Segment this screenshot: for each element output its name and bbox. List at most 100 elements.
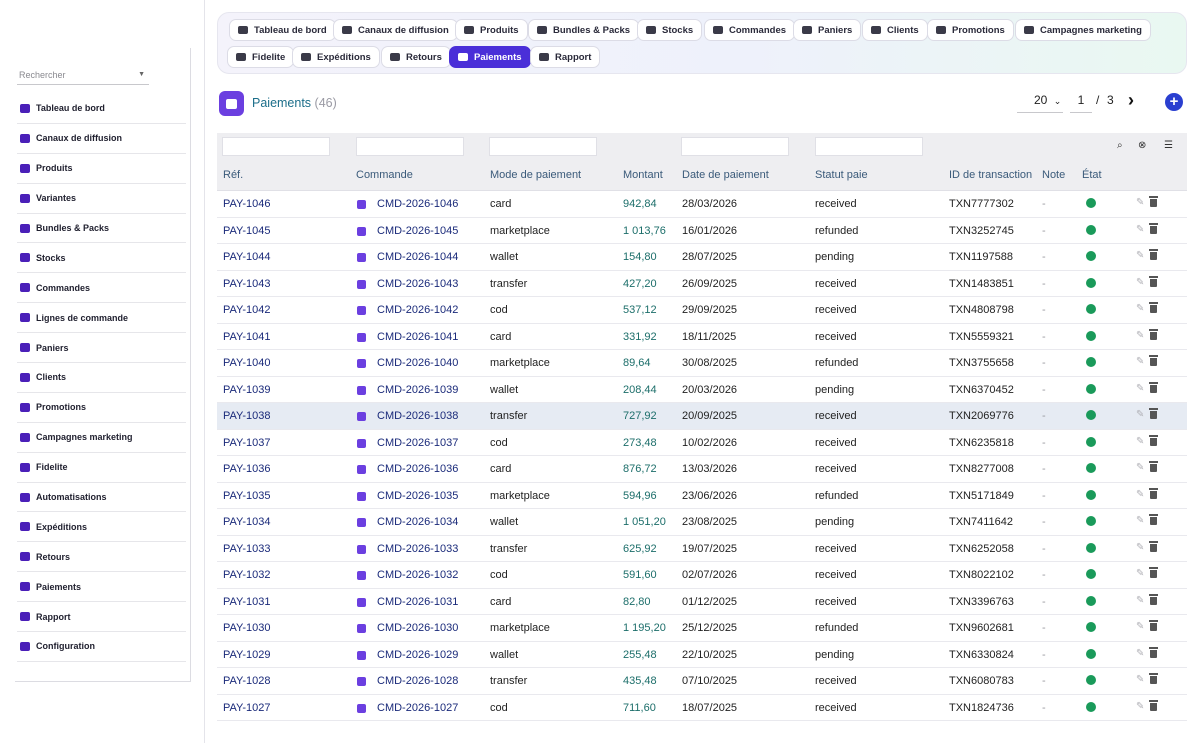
column-header[interactable]: Mode de paiement <box>490 169 582 181</box>
order-link[interactable]: CMD-2026-1028 <box>377 675 459 687</box>
delete-icon[interactable] <box>1149 487 1158 499</box>
delete-icon[interactable] <box>1149 408 1158 419</box>
payment-ref-link[interactable]: PAY-1031 <box>223 595 271 608</box>
column-header[interactable]: Commande <box>356 169 413 181</box>
payment-ref-link[interactable]: PAY-1028 <box>223 675 271 687</box>
tab-campagnes-marketing[interactable]: Campagnes marketing <box>1015 19 1151 41</box>
payment-ref-link[interactable]: PAY-1045 <box>223 224 271 237</box>
column-header[interactable]: Date de paiement <box>682 169 769 181</box>
sidebar-item-paniers[interactable]: Paniers <box>17 333 186 364</box>
table-row[interactable]: PAY-1032 CMD-2026-1032 cod 591,60 02/07/2026… <box>217 562 1187 589</box>
order-link[interactable]: CMD-2026-1041 <box>377 330 459 343</box>
tab-retours[interactable]: Retours <box>381 46 451 68</box>
delete-icon[interactable] <box>1149 302 1158 313</box>
tab-clients[interactable]: Clients <box>862 19 928 41</box>
payment-ref-link[interactable]: PAY-1040 <box>223 357 271 369</box>
tab-promotions[interactable]: Promotions <box>927 19 1014 41</box>
payment-ref-link[interactable]: PAY-1033 <box>223 542 271 555</box>
edit-icon[interactable]: ✎ <box>1136 276 1145 288</box>
edit-icon[interactable]: ✎ <box>1136 435 1145 447</box>
tab-fidelite[interactable]: Fidelite <box>227 46 295 68</box>
delete-icon[interactable] <box>1149 434 1158 446</box>
payment-ref-link[interactable]: PAY-1037 <box>223 436 271 449</box>
table-row[interactable]: PAY-1033 CMD-2026-1033 transfer 625,92 19/07… <box>217 536 1187 562</box>
edit-icon[interactable]: ✎ <box>1136 621 1145 632</box>
sidebar-item-stocks[interactable]: Stocks <box>17 243 186 274</box>
column-header[interactable]: Note <box>1042 169 1066 181</box>
order-link[interactable]: CMD-2026-1038 <box>377 410 459 422</box>
edit-icon[interactable]: ✎ <box>1136 462 1145 473</box>
table-row[interactable]: PAY-1036 CMD-2026-1036 card 876,72 13/03/202… <box>217 456 1187 483</box>
table-row[interactable]: PAY-1046 CMD-2026-1046 card 942,84 28/03/202… <box>217 191 1187 218</box>
delete-icon[interactable] <box>1149 540 1158 552</box>
tab-canaux-de-diffusion[interactable]: Canaux de diffusion <box>333 19 458 41</box>
payment-ref-link[interactable]: PAY-1044 <box>223 251 271 263</box>
delete-icon[interactable] <box>1149 699 1158 711</box>
payment-ref-link[interactable]: PAY-1034 <box>223 516 271 528</box>
per-page-select[interactable]: 20 ⌄ <box>1017 93 1063 113</box>
search-icon[interactable]: ⌕ <box>1117 140 1123 151</box>
table-row[interactable]: PAY-1034 CMD-2026-1034 wallet 1 051,20 23/08… <box>217 509 1187 536</box>
payment-ref-link[interactable]: PAY-1046 <box>223 198 271 210</box>
delete-icon[interactable] <box>1149 567 1158 578</box>
payment-ref-link[interactable]: PAY-1027 <box>223 701 271 714</box>
edit-icon[interactable]: ✎ <box>1136 329 1145 341</box>
payment-ref-link[interactable]: PAY-1030 <box>223 622 271 634</box>
edit-icon[interactable]: ✎ <box>1136 409 1145 420</box>
delete-icon[interactable] <box>1149 514 1158 525</box>
tab-rapport[interactable]: Rapport <box>530 46 601 68</box>
delete-icon[interactable] <box>1149 196 1158 207</box>
sidebar-item-retours[interactable]: Retours <box>17 542 186 573</box>
column-header[interactable]: ID de transaction <box>949 169 1033 181</box>
order-link[interactable]: CMD-2026-1033 <box>377 542 459 555</box>
tab-tableau-de-bord[interactable]: Tableau de bord <box>229 19 336 41</box>
tab-produits[interactable]: Produits <box>455 19 528 41</box>
edit-icon[interactable]: ✎ <box>1136 356 1145 367</box>
tab-stocks[interactable]: Stocks <box>637 19 703 41</box>
edit-icon[interactable]: ✎ <box>1136 515 1145 526</box>
order-link[interactable]: CMD-2026-1037 <box>377 436 459 449</box>
edit-icon[interactable]: ✎ <box>1136 568 1145 579</box>
sidebar-item-exp-ditions[interactable]: Expéditions <box>17 512 186 543</box>
table-row[interactable]: PAY-1027 CMD-2026-1027 cod 711,60 18/07/2025… <box>217 695 1187 721</box>
clear-filter-icon[interactable]: ⊗ <box>1138 140 1147 151</box>
tab-bundles-packs[interactable]: Bundles & Packs <box>528 19 640 41</box>
sidebar-item-campagnes-marketing[interactable]: Campagnes marketing <box>17 423 186 453</box>
order-link[interactable]: CMD-2026-1046 <box>377 198 459 210</box>
next-page-button[interactable]: › <box>1128 90 1134 110</box>
order-link[interactable]: CMD-2026-1032 <box>377 569 459 581</box>
table-row[interactable]: PAY-1044 CMD-2026-1044 wallet 154,80 28/07/2… <box>217 244 1187 271</box>
edit-icon[interactable]: ✎ <box>1136 223 1145 235</box>
delete-icon[interactable] <box>1149 328 1158 340</box>
sidebar-search-select[interactable]: Rechercher ▼ <box>17 67 149 85</box>
column-header[interactable]: Réf. <box>223 169 244 181</box>
edit-icon[interactable]: ✎ <box>1136 488 1145 500</box>
sidebar-item-rapport[interactable]: Rapport <box>17 602 186 633</box>
table-row[interactable]: PAY-1042 CMD-2026-1042 cod 537,12 29/09/2025… <box>217 297 1187 324</box>
filter-order-input[interactable] <box>356 137 464 156</box>
tab-commandes[interactable]: Commandes <box>704 19 796 41</box>
tab-paniers[interactable]: Paniers <box>793 19 862 41</box>
payment-ref-link[interactable]: PAY-1042 <box>223 304 271 316</box>
sidebar-item-commandes[interactable]: Commandes <box>17 273 186 304</box>
delete-icon[interactable] <box>1149 620 1158 631</box>
filter-date-input[interactable] <box>681 137 789 156</box>
edit-icon[interactable]: ✎ <box>1136 197 1145 208</box>
edit-icon[interactable]: ✎ <box>1136 700 1145 712</box>
sidebar-item-fidelite[interactable]: Fidelite <box>17 453 186 483</box>
order-link[interactable]: CMD-2026-1036 <box>377 463 459 475</box>
filter-ref-input[interactable] <box>222 137 330 156</box>
table-row[interactable]: PAY-1037 CMD-2026-1037 cod 273,48 10/02/2026… <box>217 430 1187 456</box>
tab-exp-ditions[interactable]: Expéditions <box>292 46 380 68</box>
table-row[interactable]: PAY-1038 CMD-2026-1038 transfer 727,92 20/09… <box>217 403 1187 430</box>
delete-icon[interactable] <box>1149 249 1158 260</box>
order-link[interactable]: CMD-2026-1027 <box>377 701 459 714</box>
sidebar-item-configuration[interactable]: Configuration <box>17 632 186 662</box>
edit-icon[interactable]: ✎ <box>1136 647 1145 659</box>
edit-icon[interactable]: ✎ <box>1136 541 1145 553</box>
page-number-input[interactable]: 1 <box>1070 93 1092 113</box>
delete-icon[interactable] <box>1149 593 1158 605</box>
table-row[interactable]: PAY-1028 CMD-2026-1028 transfer 435,48 07/10… <box>217 668 1187 695</box>
table-row[interactable]: PAY-1041 CMD-2026-1041 card 331,92 18/11/202… <box>217 324 1187 350</box>
sidebar-item-automatisations[interactable]: Automatisations <box>17 483 186 513</box>
